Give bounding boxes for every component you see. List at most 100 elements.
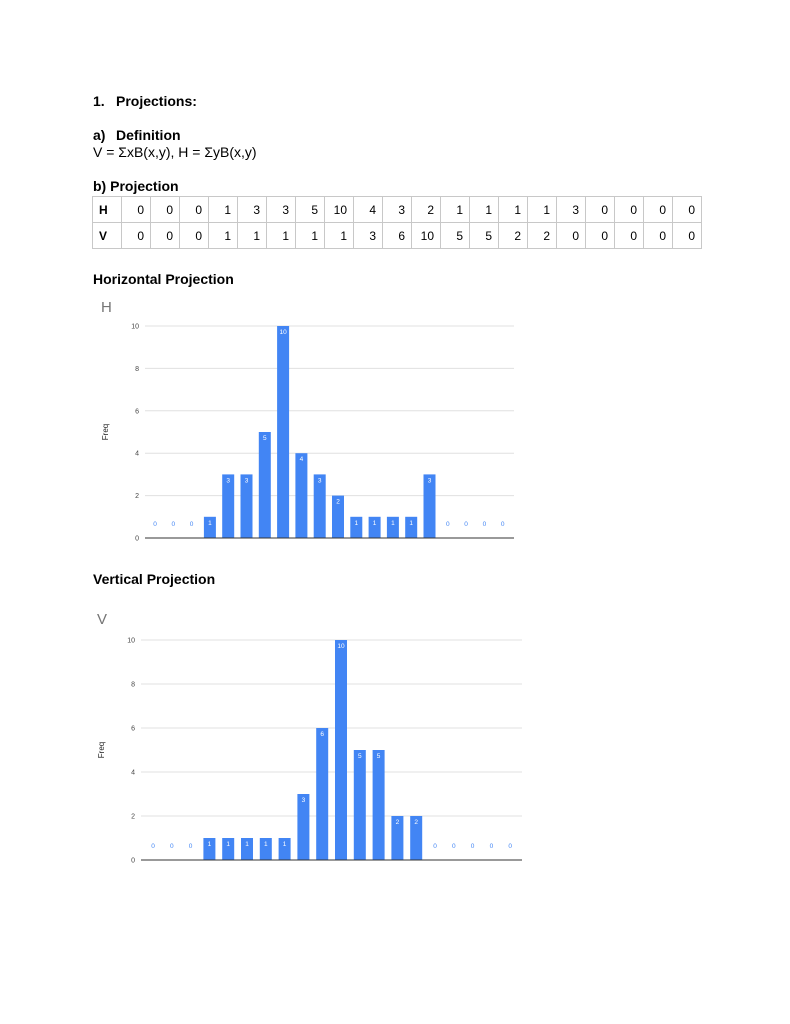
data-label: 1	[283, 841, 287, 848]
section-title: Projections:	[116, 93, 197, 109]
table-cell: 0	[643, 196, 673, 223]
table-cell: 3	[353, 222, 383, 249]
table-cell: 1	[295, 222, 325, 249]
bar	[203, 516, 216, 538]
definition-label: a)	[93, 127, 106, 143]
data-label: 0	[471, 843, 475, 850]
bar	[353, 750, 366, 860]
table-cell: 0	[179, 222, 209, 249]
table-cell: 0	[672, 222, 702, 249]
projection-table: H 0 0 0 1 3 3 5 10 4 3 2 1 1 1 1 3 0 0 0 0 V 0 0 0 1 1 1 1 1 3 6 10 5 5 2 2 0…	[92, 196, 702, 249]
table-cell: 1	[266, 222, 296, 249]
data-label: 0	[452, 843, 456, 850]
y-axis-label: Freq	[101, 424, 110, 440]
section-heading: 1. Projections:	[93, 93, 197, 109]
y-tick-label: 4	[131, 770, 135, 777]
data-label: 0	[483, 521, 487, 528]
y-tick-label: 6	[131, 726, 135, 733]
y-tick-label: 2	[131, 814, 135, 821]
table-cell: 0	[556, 222, 586, 249]
table-cell: 0	[150, 222, 180, 249]
data-label: 0	[189, 843, 193, 850]
y-tick-label: 4	[135, 451, 139, 458]
table-cell: 3	[237, 196, 267, 223]
data-label: 0	[190, 521, 194, 528]
y-axis-label: Freq	[97, 742, 106, 758]
bar	[410, 816, 423, 860]
bar	[222, 838, 235, 860]
data-label: 3	[226, 477, 230, 484]
bar	[313, 474, 326, 538]
table-cell: 10	[324, 196, 354, 223]
data-label: 5	[263, 435, 267, 442]
table-cell: 0	[150, 196, 180, 223]
data-label: 0	[170, 843, 174, 850]
vertical-projection-heading: Vertical Projection	[93, 571, 216, 587]
data-label: 1	[208, 520, 212, 527]
table-cell: 10	[411, 222, 441, 249]
bar	[368, 516, 381, 538]
data-label: 4	[300, 456, 304, 463]
data-label: 6	[320, 731, 324, 738]
table-cell: 1	[469, 196, 499, 223]
table-cell: 0	[585, 222, 615, 249]
table-cell: 4	[353, 196, 383, 223]
table-cell: 1	[527, 196, 557, 223]
table-cell: 1	[498, 196, 528, 223]
vertical-projection-chart: V Freq 0 2 4 6 8 10 0 0 0 1 1 1 1 1 3 6 10 5 5 2 2 0 0 0 0 0	[97, 611, 522, 865]
table-cell: 3	[266, 196, 296, 223]
data-label: 1	[264, 841, 268, 848]
bar	[258, 432, 271, 538]
data-label: 0	[490, 843, 494, 850]
data-label: 3	[302, 797, 306, 804]
bar	[332, 495, 344, 538]
definition-formula: V = ΣxB(x,y), H = ΣyB(x,y)	[93, 144, 257, 160]
bar	[241, 838, 253, 860]
data-label: 3	[318, 477, 322, 484]
table-row-label: H	[92, 196, 122, 223]
data-label: 1	[373, 520, 377, 527]
data-label: 1	[208, 841, 212, 848]
table-cell: 0	[121, 196, 151, 223]
bar	[391, 816, 404, 860]
data-label: 1	[245, 841, 249, 848]
section-number: 1.	[93, 93, 105, 109]
bar	[278, 838, 291, 860]
y-tick-label: 2	[135, 493, 139, 500]
bar	[203, 838, 216, 860]
bar	[350, 516, 363, 538]
table-cell: 1	[237, 222, 267, 249]
data-label: 3	[428, 477, 432, 484]
data-label: 0	[433, 843, 437, 850]
bar	[259, 838, 272, 860]
bar	[372, 750, 385, 860]
table-cell: 2	[411, 196, 441, 223]
table-row: V 0 0 0 1 1 1 1 1 3 6 10 5 5 2 2 0 0 0 0 0	[92, 222, 702, 249]
table-cell: 5	[295, 196, 325, 223]
bar	[316, 728, 329, 860]
table-cell: 0	[643, 222, 673, 249]
bar	[386, 516, 399, 538]
y-tick-label: 8	[135, 366, 139, 373]
table-cell: 0	[672, 196, 702, 223]
horizontal-projection-heading: Horizontal Projection	[93, 271, 234, 287]
bar	[240, 474, 253, 538]
data-label: 0	[501, 521, 505, 528]
data-label: 1	[354, 520, 358, 527]
data-label: 3	[245, 477, 249, 484]
data-label: 0	[151, 843, 155, 850]
bar	[335, 640, 347, 860]
table-cell: 3	[382, 196, 412, 223]
table-row-label: V	[92, 222, 122, 249]
y-tick-label: 6	[135, 408, 139, 415]
bar	[405, 516, 418, 538]
table-cell: 0	[121, 222, 151, 249]
table-cell: 2	[527, 222, 557, 249]
y-tick-label: 0	[131, 858, 135, 865]
bar	[277, 326, 290, 538]
data-label: 1	[409, 520, 413, 527]
y-tick-label: 10	[131, 324, 139, 331]
table-cell: 5	[469, 222, 499, 249]
bar	[423, 474, 436, 538]
data-label: 5	[358, 753, 362, 760]
